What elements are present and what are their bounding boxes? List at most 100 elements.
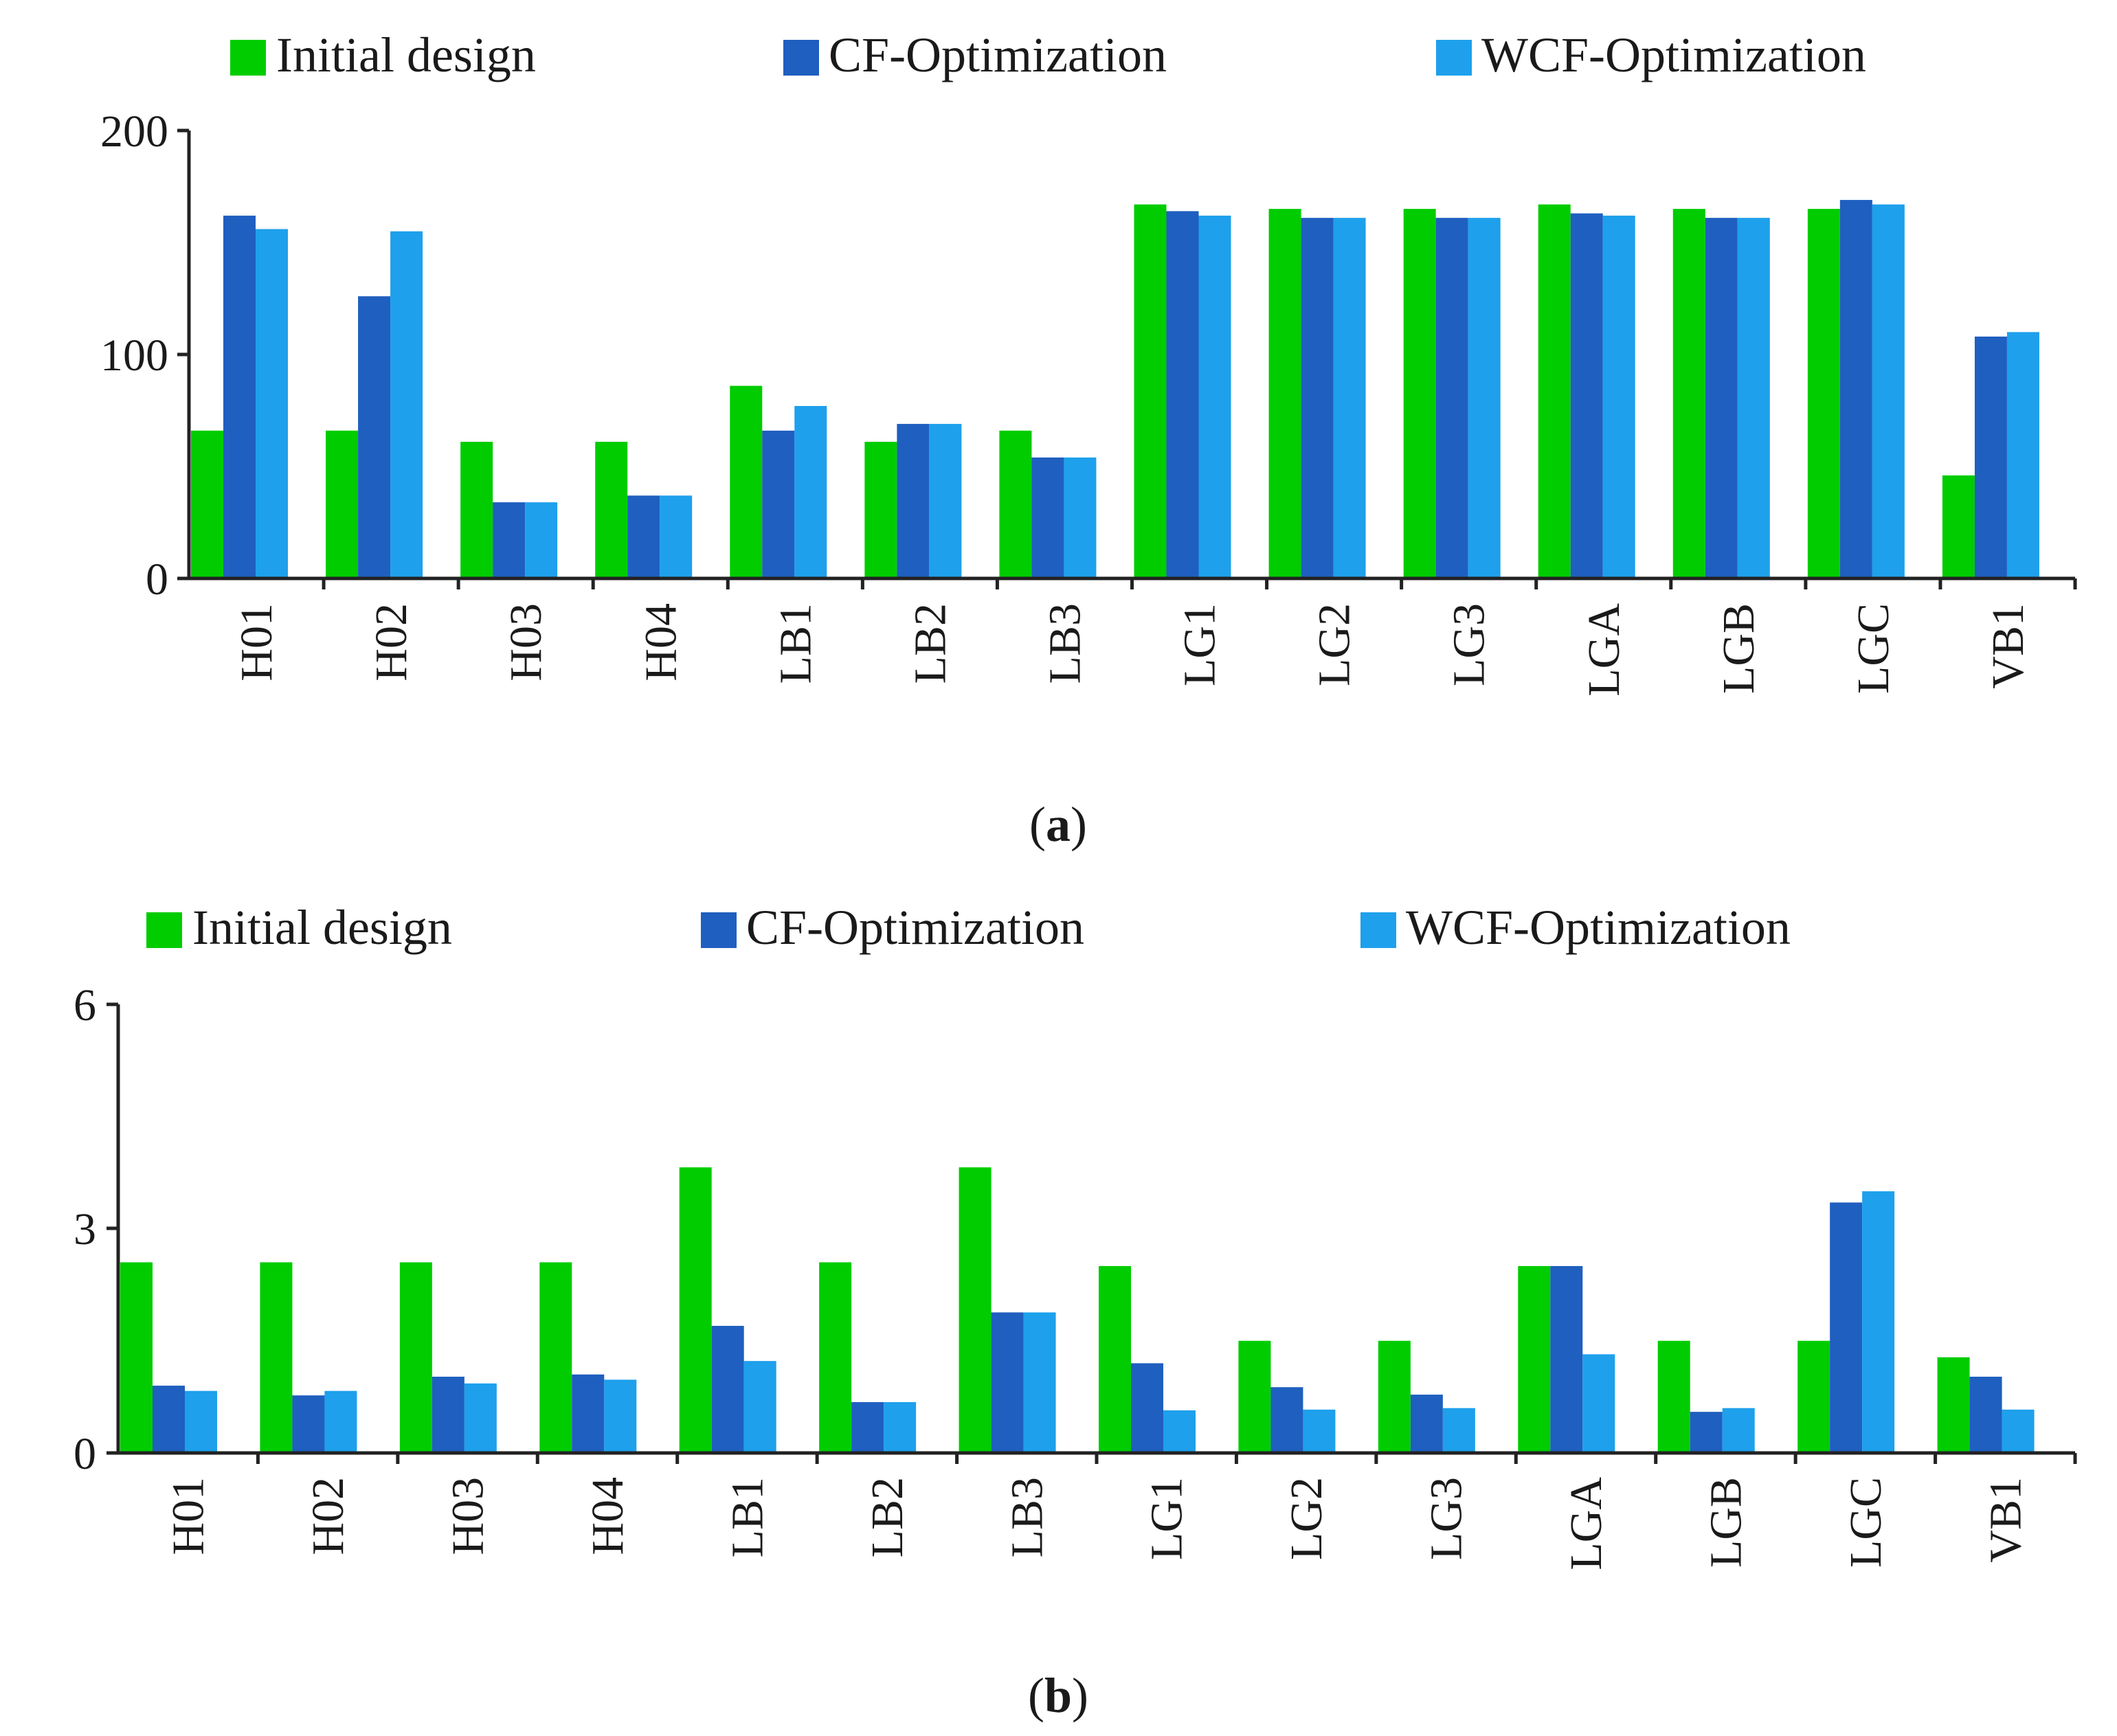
bar-b-lgc-wcf bbox=[1862, 1191, 1895, 1453]
legend-b-swatch-cf bbox=[701, 912, 737, 948]
legend-b: Initial design CF-Optimization WCF-Optim… bbox=[146, 900, 1791, 955]
bar-b-lg2-initial bbox=[1238, 1340, 1271, 1453]
bar-a-lb3-cf bbox=[1031, 457, 1064, 578]
panel-b: Initial design CF-Optimization WCF-Optim… bbox=[74, 900, 2077, 1723]
y-tick-label-b-2: 6 bbox=[74, 980, 96, 1030]
x-tick-label-a-lb1: LB1 bbox=[770, 603, 820, 684]
x-tick-label-a-vb1: VB1 bbox=[1983, 603, 2033, 689]
x-tick-label-a-lga: LGA bbox=[1579, 603, 1629, 697]
x-tick-label-a-lgc: LGC bbox=[1848, 603, 1898, 694]
bar-b-h04-initial bbox=[539, 1262, 572, 1453]
caption-a-letter: a bbox=[1046, 797, 1071, 852]
legend-b-swatch-initial bbox=[146, 912, 182, 948]
bar-b-lb3-wcf bbox=[1023, 1312, 1056, 1453]
bar-b-lg1-initial bbox=[1099, 1265, 1131, 1453]
bar-a-lgb-wcf bbox=[1737, 218, 1770, 578]
caption-b-open: ( bbox=[1028, 1668, 1044, 1723]
x-tick-label-b-vb1: VB1 bbox=[1980, 1477, 2030, 1563]
bar-b-lb2-wcf bbox=[884, 1401, 917, 1453]
x-tick-label-b-lb3: LB3 bbox=[1002, 1477, 1052, 1557]
bar-b-h03-cf bbox=[432, 1376, 464, 1453]
caption-a-close: ) bbox=[1071, 797, 1087, 852]
bar-a-lb1-initial bbox=[730, 385, 763, 578]
legend-a-swatch-wcf bbox=[1436, 40, 1472, 76]
x-tick-label-b-h03: H03 bbox=[443, 1477, 493, 1555]
bar-b-lgc-initial bbox=[1797, 1340, 1830, 1453]
bar-b-lg3-initial bbox=[1378, 1340, 1411, 1453]
bar-b-vb1-cf bbox=[1969, 1376, 2002, 1453]
bar-a-lg2-initial bbox=[1268, 209, 1301, 579]
bar-b-h03-initial bbox=[399, 1262, 432, 1453]
caption-a-open: ( bbox=[1029, 797, 1046, 852]
x-tick-label-b-lb2: LB2 bbox=[862, 1477, 912, 1557]
legend-b-label-wcf: WCF-Optimization bbox=[1406, 900, 1791, 955]
bar-a-h03-initial bbox=[460, 442, 493, 578]
bar-a-h02-wcf bbox=[390, 231, 423, 578]
bar-b-lga-cf bbox=[1550, 1265, 1583, 1453]
bar-b-lb3-initial bbox=[959, 1167, 992, 1453]
bar-b-lb2-cf bbox=[851, 1401, 884, 1453]
legend-a-label-wcf: WCF-Optimization bbox=[1481, 27, 1866, 82]
bar-a-vb1-wcf bbox=[2006, 332, 2039, 578]
bar-a-vb1-cf bbox=[1974, 336, 2007, 578]
y-tick-label-a-1: 100 bbox=[100, 330, 168, 381]
bar-a-lb2-cf bbox=[897, 424, 930, 578]
bar-b-lg1-wcf bbox=[1163, 1410, 1196, 1453]
panel-a: Initial design CF-Optimization WCF-Optim… bbox=[100, 27, 2077, 852]
legend-a-label-initial: Initial design bbox=[276, 27, 536, 82]
bar-a-h01-wcf bbox=[256, 229, 288, 578]
legend-b-label-initial: Initial design bbox=[192, 900, 452, 955]
bar-b-lb3-cf bbox=[991, 1312, 1024, 1453]
bar-b-lg1-cf bbox=[1131, 1363, 1163, 1453]
bars-b bbox=[120, 1167, 2035, 1453]
legend-a-label-cf: CF-Optimization bbox=[829, 27, 1167, 82]
bar-b-h01-initial bbox=[120, 1262, 153, 1453]
bar-a-h03-cf bbox=[493, 502, 526, 578]
x-tick-label-a-lgb: LGB bbox=[1714, 603, 1764, 694]
bar-a-lg3-cf bbox=[1435, 218, 1468, 578]
bar-b-lga-wcf bbox=[1582, 1354, 1615, 1453]
x-tick-label-a-lb2: LB2 bbox=[905, 603, 955, 684]
bar-b-lb1-cf bbox=[711, 1325, 744, 1453]
x-tick-label-b-lg3: LG3 bbox=[1422, 1477, 1472, 1560]
bar-b-lga-initial bbox=[1518, 1265, 1551, 1453]
bar-b-vb1-initial bbox=[1937, 1357, 1970, 1453]
x-tick-label-b-h02: H02 bbox=[303, 1477, 353, 1555]
bar-a-lgc-wcf bbox=[1872, 204, 1905, 579]
bar-a-h01-cf bbox=[223, 215, 256, 578]
caption-b-close: ) bbox=[1072, 1668, 1088, 1723]
bar-b-h03-wcf bbox=[464, 1383, 497, 1453]
x-tick-label-b-h01: H01 bbox=[164, 1477, 214, 1555]
bar-a-h03-wcf bbox=[525, 502, 558, 578]
x-tick-label-b-lg1: LG1 bbox=[1142, 1477, 1192, 1560]
x-tick-label-a-lb3: LB3 bbox=[1040, 603, 1090, 684]
bar-b-lgb-wcf bbox=[1722, 1408, 1755, 1453]
x-tick-label-a-h02: H02 bbox=[366, 603, 416, 681]
bar-a-h04-wcf bbox=[660, 495, 693, 578]
bar-a-lb2-wcf bbox=[929, 424, 962, 578]
bar-b-lg2-cf bbox=[1270, 1387, 1303, 1453]
bar-a-lga-wcf bbox=[1602, 215, 1635, 578]
bars-a bbox=[191, 200, 2039, 579]
bar-b-h01-cf bbox=[153, 1386, 185, 1453]
bar-a-h01-initial bbox=[191, 430, 223, 578]
bar-a-lg1-wcf bbox=[1198, 215, 1231, 578]
bar-a-lb3-wcf bbox=[1064, 457, 1097, 578]
x-tick-label-a-h04: H04 bbox=[636, 603, 686, 681]
bar-a-lb1-wcf bbox=[794, 405, 827, 578]
bar-b-h02-cf bbox=[292, 1395, 325, 1453]
y-tick-label-b-0: 0 bbox=[74, 1429, 96, 1479]
bar-a-lg1-initial bbox=[1134, 204, 1167, 579]
bar-a-lgb-initial bbox=[1672, 209, 1705, 579]
x-tick-label-b-lb1: LB1 bbox=[722, 1477, 772, 1557]
bar-a-h04-cf bbox=[627, 495, 660, 578]
y-axis-b: 0 3 6 bbox=[74, 980, 120, 1479]
x-tick-label-a-h03: H03 bbox=[501, 603, 551, 681]
bar-a-lg2-wcf bbox=[1333, 218, 1366, 578]
x-tick-label-a-lg2: LG2 bbox=[1310, 603, 1360, 686]
bar-a-lga-cf bbox=[1570, 213, 1603, 578]
y-tick-label-a-0: 0 bbox=[146, 554, 168, 605]
bar-b-h02-initial bbox=[260, 1262, 293, 1453]
bar-a-lg1-cf bbox=[1166, 211, 1199, 578]
